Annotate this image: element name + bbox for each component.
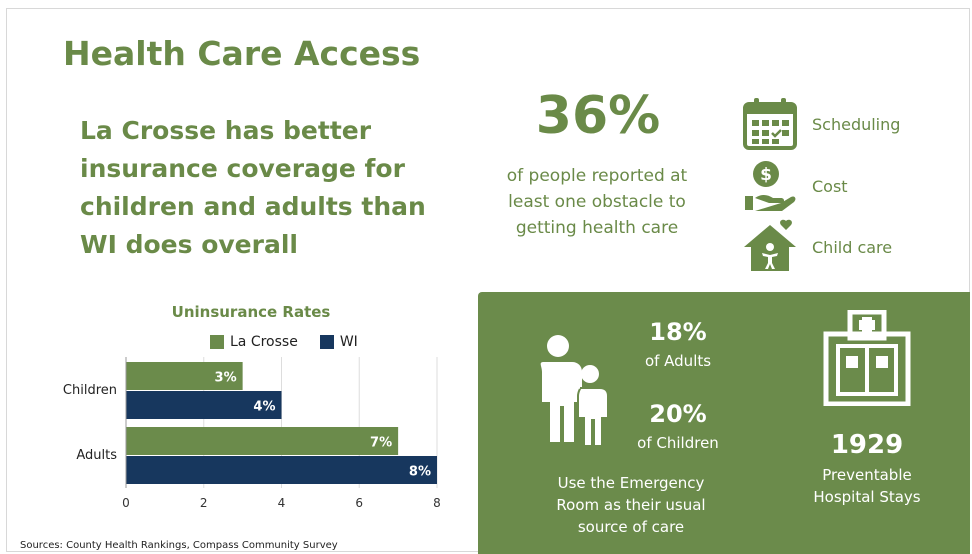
bar-la-crosse-children — [126, 362, 243, 390]
obstacle-label: Scheduling — [812, 114, 901, 134]
category-label: Children — [63, 383, 117, 398]
obstacle-stat-value: 36% — [535, 86, 661, 146]
bar-wi-children — [126, 391, 282, 419]
obstacle-label: Child care — [812, 237, 893, 257]
legend-label-la-crosse: La Crosse — [230, 334, 298, 350]
children-er-label: of Children — [637, 434, 719, 452]
obstacle-stat-description: of people reported at least one obstacle… — [506, 166, 688, 238]
chart-title: Uninsurance Rates — [171, 303, 331, 321]
category-label: Adults — [76, 448, 117, 463]
sources-note: Sources: County Health Rankings, Compass… — [20, 540, 338, 551]
legend-label-wi: WI — [339, 334, 358, 350]
headline: La Crosse has better insurance coverage … — [80, 116, 426, 259]
bar-la-crosse-adults — [126, 427, 399, 455]
house-child-icon — [744, 219, 796, 271]
adults-er-label: of Adults — [644, 352, 712, 370]
obstacle-scheduling: Scheduling — [742, 96, 900, 152]
hand-money-icon: $ — [745, 161, 796, 211]
er-caption: Use the Emergency Room as their usual so… — [556, 474, 706, 536]
adults-er-pct: 18% — [649, 318, 707, 346]
x-tick-label: 2 — [200, 496, 208, 510]
x-tick-label: 6 — [355, 496, 363, 510]
x-tick-label: 0 — [122, 496, 130, 510]
svg-text:$: $ — [760, 165, 772, 185]
bar-data-label: 8% — [409, 465, 431, 480]
children-er-pct: 20% — [649, 400, 707, 428]
chart-legend: La Crosse WI — [210, 334, 358, 350]
x-tick-label: 8 — [433, 496, 441, 510]
obstacle-cost: $ Cost — [742, 158, 848, 214]
hospital-stays-caption: Preventable Hospital Stays — [813, 466, 921, 506]
x-tick-label: 4 — [278, 496, 286, 510]
legend-swatch-la-crosse — [210, 335, 224, 349]
uninsurance-bar-chart: 0 2 4 6 8 Children 3% 4% Adults 7% 8% — [63, 357, 441, 510]
obstacle-label: Cost — [812, 176, 848, 196]
bar-data-label: 7% — [370, 436, 392, 451]
bar-data-label: 3% — [215, 371, 237, 386]
calendar-icon — [743, 98, 797, 150]
family-icon — [540, 335, 609, 447]
bar-wi-adults — [126, 456, 437, 484]
obstacle-child-care: Child care — [742, 219, 892, 275]
page-title: Health Care Access — [63, 34, 421, 73]
er-use-panel: 18% of Adults 20% of Children Use the Em… — [478, 292, 970, 554]
hospital-icon — [823, 310, 911, 406]
bar-data-label: 4% — [253, 400, 275, 415]
legend-swatch-wi — [319, 335, 334, 349]
hospital-stays-number: 1929 — [830, 430, 904, 460]
